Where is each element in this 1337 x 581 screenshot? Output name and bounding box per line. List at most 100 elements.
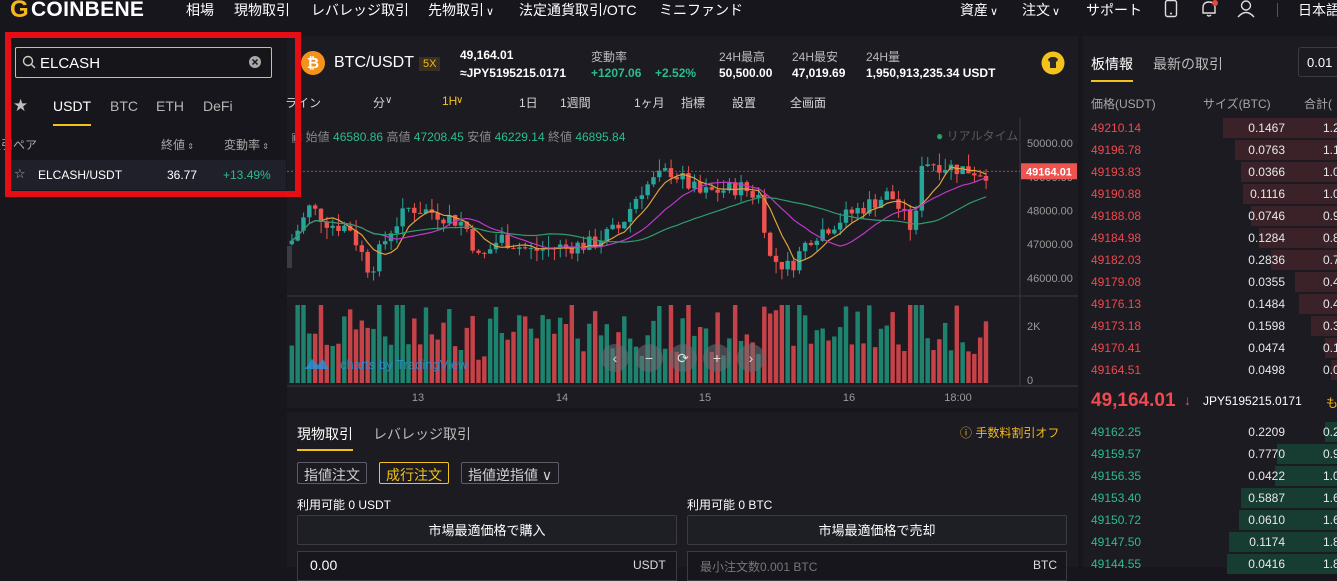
leverage-badge: 5X: [419, 57, 441, 71]
depth-bar: [1238, 510, 1337, 530]
bid-size: 0.0416: [1248, 557, 1285, 571]
nav-assets[interactable]: 資産 ∨: [960, 0, 998, 20]
tab-defi[interactable]: DeFi: [203, 98, 233, 114]
tab-usdt[interactable]: USDT: [53, 98, 92, 114]
tab-recent-trades[interactable]: 最新の取引: [1153, 56, 1223, 72]
volume-bar: [359, 320, 365, 383]
bid-row[interactable]: 49153.40 0.5887 1.6: [1083, 487, 1337, 509]
mid-more-link[interactable]: も: [1326, 396, 1337, 410]
nav-otc[interactable]: 法定通貨取引/OTC: [519, 2, 637, 18]
ask-row[interactable]: 49190.88 0.1116 1.0: [1083, 183, 1337, 205]
candle-body: [878, 199, 884, 208]
nav-spot[interactable]: 現物取引: [234, 2, 290, 18]
ask-total: 0.7: [1323, 253, 1337, 267]
toolbar-item-7[interactable]: 設置: [732, 96, 757, 110]
favorite-star-outline-icon[interactable]: ☆: [14, 166, 26, 181]
limit-order-button[interactable]: 指値注文: [297, 462, 367, 484]
nav-mini-fund[interactable]: ミニファンド: [659, 2, 743, 18]
volume-bar: [447, 309, 452, 383]
toolbar-item-4[interactable]: 1週間: [560, 96, 591, 110]
market-order-button[interactable]: 成行注文: [379, 462, 449, 484]
toolbar-item-5[interactable]: 1ヶ月: [634, 96, 665, 110]
candle-body: [668, 168, 674, 178]
tab-orderbook[interactable]: 板情報: [1091, 56, 1133, 72]
toolbar-item-8[interactable]: 全画面: [790, 96, 827, 110]
col-header-change[interactable]: 変動率 ⇕: [224, 136, 269, 153]
precision-selector[interactable]: 0.01: [1298, 47, 1337, 77]
tab-eth[interactable]: ETH: [156, 98, 184, 114]
volume-bar: [849, 344, 855, 383]
nav-futures[interactable]: 先物取引 ∨: [428, 0, 494, 20]
stop-limit-order-button[interactable]: 指値逆指値 ∨: [461, 462, 560, 484]
market-sell-button[interactable]: 市場最適価格で売却: [687, 515, 1067, 545]
volume-bar: [762, 306, 767, 383]
candle-body: [359, 245, 365, 252]
logo-mark-icon: G: [10, 0, 29, 23]
candle-body: [931, 164, 936, 166]
bell-icon[interactable]: [1200, 0, 1218, 18]
ask-row[interactable]: 49176.13 0.1484 0.4: [1083, 293, 1337, 315]
mobile-icon[interactable]: [1164, 0, 1178, 18]
language-selector[interactable]: 日本語: [1298, 2, 1337, 18]
time-tick: 15: [699, 392, 711, 404]
ask-total: 0.8: [1323, 231, 1337, 245]
user-icon[interactable]: [1237, 0, 1255, 18]
bid-row[interactable]: 49150.72 0.0610 1.6: [1083, 509, 1337, 531]
buy-amount-value: 0.00: [310, 557, 338, 573]
tshirt-icon[interactable]: [1041, 51, 1065, 75]
search-input[interactable]: ELCASH: [15, 47, 272, 78]
bid-row[interactable]: 49156.35 0.0422 1.0: [1083, 465, 1337, 487]
depth-bar: [1223, 118, 1337, 138]
chart-control-button: [601, 344, 629, 372]
candle-body: [732, 182, 738, 196]
tab-margin-trade[interactable]: レバレッジ取引: [373, 426, 471, 442]
ask-row[interactable]: 49210.14 0.1467 1.2: [1083, 117, 1337, 139]
toolbar-item-2[interactable]: 1H: [442, 94, 458, 108]
volume-bar: [365, 327, 370, 383]
row-pair: ELCASH/USDT: [38, 168, 123, 182]
clear-search-icon[interactable]: [248, 55, 262, 69]
ask-row[interactable]: 49188.08 0.0746 0.9: [1083, 205, 1337, 227]
buy-amount-input[interactable]: 0.00 USDT: [297, 551, 677, 581]
volume-bar: [948, 350, 954, 383]
tab-spot-trade[interactable]: 現物取引: [297, 426, 353, 442]
toolbar-item-0[interactable]: ライン: [285, 96, 322, 110]
volume-bar: [767, 313, 773, 383]
favorites-star-icon[interactable]: ★: [13, 96, 29, 115]
nav-support[interactable]: サポート: [1086, 2, 1142, 18]
tab-btc[interactable]: BTC: [110, 98, 138, 114]
ask-row[interactable]: 49179.08 0.0355 0.4: [1083, 271, 1337, 293]
depth-bar: [1250, 206, 1337, 226]
candle-body: [435, 212, 440, 220]
price-chart[interactable]: 50000.0049000.0048000.0047000.0046000.00…: [287, 118, 1078, 408]
col-header-price[interactable]: 終値 ⇕: [161, 136, 194, 153]
coinbene-logo[interactable]: G COINBENE: [10, 0, 144, 24]
sell-amount-input[interactable]: 最小注文数0.001 BTC BTC: [687, 551, 1067, 581]
ask-total: 1.0: [1323, 187, 1337, 201]
toolbar-item-1[interactable]: 分: [373, 96, 386, 110]
bid-row[interactable]: 49162.25 0.2209 0.2: [1083, 421, 1337, 443]
tradingview-watermark: charts by TradingView: [340, 357, 468, 372]
nav-margin[interactable]: レバレッジ取引: [311, 2, 409, 18]
toolbar-item-6[interactable]: 指標: [681, 96, 706, 110]
bid-row[interactable]: 49144.55 0.0416 1.8: [1083, 553, 1337, 575]
ask-row[interactable]: 49193.83 0.0366 1.0: [1083, 161, 1337, 183]
market-row[interactable]: ☆ ELCASH/USDT 36.77 +13.49%: [5, 160, 286, 190]
nav-orders[interactable]: 注文 ∨: [1022, 0, 1060, 20]
ask-row[interactable]: 49173.18 0.1598 0.3: [1083, 315, 1337, 337]
toolbar-item-3[interactable]: 1日: [519, 96, 538, 110]
ask-price: 49182.03: [1091, 253, 1142, 267]
fee-discount-toggle[interactable]: ⓘ 手数料割引オフ: [960, 424, 1059, 441]
ask-row[interactable]: 49196.78 0.0763 1.1: [1083, 139, 1337, 161]
market-buy-button[interactable]: 市場最適価格で購入: [297, 515, 677, 545]
volume-bar: [797, 305, 802, 383]
ask-row[interactable]: 49182.03 0.2836 0.7: [1083, 249, 1337, 271]
bid-row[interactable]: 49159.57 0.7770 0.9: [1083, 443, 1337, 465]
nav-markets[interactable]: 相場: [186, 2, 214, 18]
volume-bar: [377, 305, 382, 383]
realtime-label: リアルタイム: [946, 129, 1019, 143]
ask-row[interactable]: 49184.98 0.1284 0.8: [1083, 227, 1337, 249]
ask-row[interactable]: 49164.51 0.0498 0.0: [1083, 359, 1337, 381]
bid-row[interactable]: 49147.50 0.1174 1.8: [1083, 531, 1337, 553]
ask-row[interactable]: 49170.41 0.0474 0.1: [1083, 337, 1337, 359]
